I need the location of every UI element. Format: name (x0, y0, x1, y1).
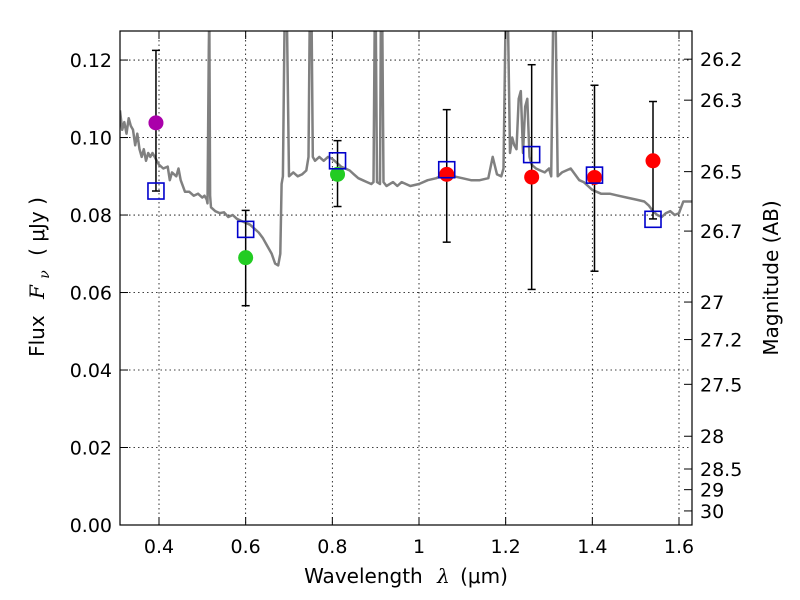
model-band-square (328, 151, 347, 170)
x-axis-title-unit: (μm) (460, 564, 508, 588)
magnitude-tick-label: 27.5 (700, 374, 742, 396)
model-spectrum-line (120, 31, 692, 267)
observed-point (587, 169, 602, 185)
observed-point (148, 115, 164, 131)
magnitude-tick-label: 27.2 (700, 330, 742, 352)
magnitude-tick-label: 30 (700, 501, 724, 523)
magnitude-tick-label: 26.3 (700, 90, 742, 112)
x-axis-title-prefix: Wavelength (304, 564, 423, 588)
observed-point (524, 169, 540, 185)
magnitude-tick-label: 26.5 (700, 162, 742, 184)
magnitude-tick-label: 27 (700, 292, 724, 314)
observed-point (645, 153, 661, 169)
y-tick-label: 0.00 (70, 515, 112, 537)
model-band-squares (147, 145, 662, 239)
model-band-square (147, 182, 165, 200)
magnitude-axis-title: Magnitude (AB) (759, 200, 783, 355)
x-tick-label: 1.6 (664, 536, 694, 558)
plot-frame (119, 30, 693, 526)
model-band-square (585, 166, 604, 184)
x-tick-label: 0.4 (144, 536, 174, 558)
x-axis-title: Wavelength λ (μm) (304, 564, 508, 588)
y-tick-label: 0.04 (70, 360, 112, 382)
y-axis-title-prefix: Flux (25, 315, 49, 357)
x-tick-label: 0.8 (317, 536, 347, 558)
y-tick-label: 0.10 (70, 128, 112, 150)
model-spectrum (120, 31, 692, 267)
magnitude-tick-label: 29 (700, 480, 724, 502)
y-axis-title-symbol: F (25, 284, 49, 300)
y-axis-title-unit: ( μJy ) (25, 197, 49, 256)
model-band-square (644, 210, 662, 229)
y-tick-label: 0.12 (70, 50, 112, 72)
observed-point (330, 166, 346, 182)
y-tick-label: 0.08 (70, 205, 112, 227)
x-tick-label: 1.4 (577, 536, 607, 558)
observed-point (439, 166, 455, 182)
model-band-square (437, 160, 456, 179)
y-axis-title: Flux F ν ( μJy ) (25, 197, 54, 357)
axis-ticks (120, 31, 692, 526)
x-axis-title-symbol: λ (436, 564, 450, 588)
y-tick-labels: 0.00 0.02 0.04 0.06 0.08 0.10 0.12 (70, 50, 112, 537)
x-tick-labels: 0.4 0.6 0.8 1 1.2 1.4 1.6 (144, 536, 694, 558)
observed-point (238, 250, 254, 266)
error-bars (151, 49, 657, 307)
x-tick-label: 1 (413, 536, 425, 558)
y-tick-label: 0.06 (70, 283, 112, 305)
magnitude-tick-label: 28 (700, 426, 724, 448)
magnitude-tick-label: 26.7 (700, 221, 742, 243)
magnitude-tick-label: 28.5 (700, 459, 742, 481)
x-tick-label: 1.2 (491, 536, 521, 558)
x-tick-label: 0.6 (231, 536, 261, 558)
model-band-square (236, 220, 255, 239)
magnitude-tick-label: 26.2 (700, 49, 742, 71)
model-band-square (522, 145, 541, 164)
observed-points (148, 115, 661, 266)
y-tick-label: 0.02 (70, 438, 112, 460)
grid (120, 31, 692, 526)
y-axis-title-subscript: ν (37, 270, 53, 279)
